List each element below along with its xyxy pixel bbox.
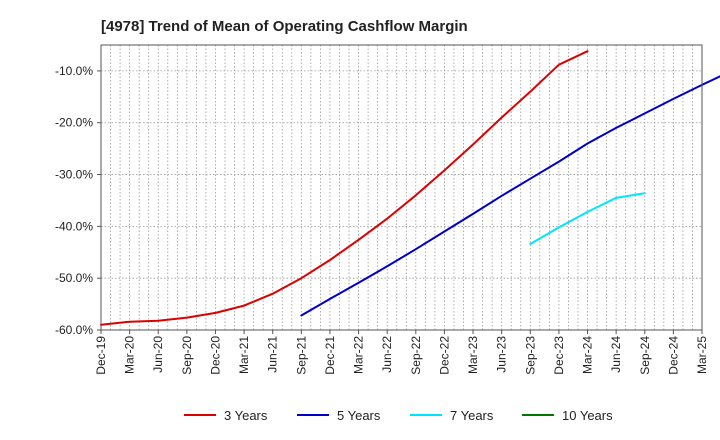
x-tick-label: Sep-24	[638, 336, 652, 375]
legend-label: 7 Years	[450, 408, 494, 423]
x-tick-label: Mar-21	[237, 336, 251, 374]
series-line-3-years	[100, 50, 589, 326]
x-tick-label: Jun-22	[380, 336, 394, 373]
x-tick-label: Sep-20	[180, 336, 194, 375]
chart-title: [4978] Trend of Mean of Operating Cashfl…	[101, 18, 468, 35]
x-tick-label: Dec-22	[437, 336, 451, 375]
x-tick-label: Sep-21	[294, 336, 308, 375]
series-lines	[100, 50, 720, 326]
x-tick-label: Dec-20	[208, 336, 222, 375]
plot-frame	[100, 44, 703, 331]
x-tick-label: Jun-20	[151, 336, 165, 373]
legend-label: 10 Years	[562, 408, 613, 423]
y-tick-label: -20.0%	[55, 116, 93, 130]
x-tick-label: Dec-21	[323, 336, 337, 375]
x-tick-label: Mar-22	[352, 336, 366, 374]
series-line-7-years	[529, 192, 646, 245]
x-tick-label: Dec-23	[552, 336, 566, 375]
x-tick-label: Mar-25	[695, 336, 709, 374]
x-tick-label: Jun-21	[266, 336, 280, 373]
series-line-5-years	[300, 75, 720, 317]
x-tick-label: Mar-20	[123, 336, 137, 374]
legend-label: 3 Years	[224, 408, 268, 423]
y-axis-ticks: -10.0% -20.0% -30.0% -40.0% -50.0% -60.0%	[55, 64, 101, 337]
x-tick-label: Jun-23	[495, 336, 509, 373]
x-axis-ticks: Dec-19 Mar-20 Jun-20 Sep-20 Dec-20 Mar-21 Jun-…	[94, 330, 709, 375]
y-tick-label: -50.0%	[55, 271, 93, 285]
y-tick-label: -30.0%	[55, 168, 93, 182]
y-tick-label: -60.0%	[55, 323, 93, 337]
legend-label: 5 Years	[337, 408, 381, 423]
y-tick-label: -40.0%	[55, 219, 93, 233]
plot-area	[101, 45, 702, 330]
x-tick-label: Sep-23	[523, 336, 537, 375]
x-tick-label: Dec-19	[94, 336, 108, 375]
x-tick-label: Mar-23	[466, 336, 480, 374]
x-tick-label: Mar-24	[581, 336, 595, 374]
x-tick-label: Jun-24	[609, 336, 623, 373]
y-tick-label: -10.0%	[55, 64, 93, 78]
x-tick-label: Sep-22	[409, 336, 423, 375]
x-tick-label: Dec-24	[666, 336, 680, 375]
legend: 3 Years 5 Years 7 Years 10 Years	[184, 408, 613, 423]
